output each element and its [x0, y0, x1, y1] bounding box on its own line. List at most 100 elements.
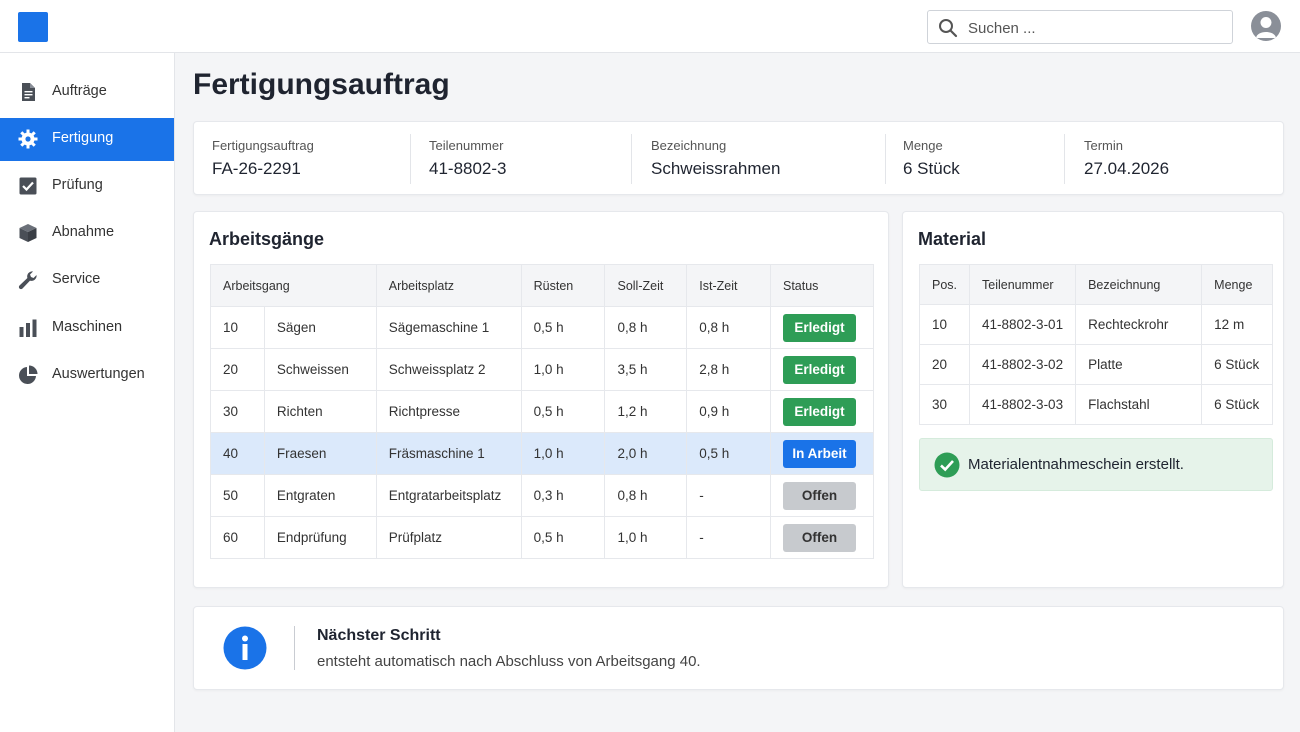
status-badge[interactable]: In Arbeit: [783, 439, 856, 468]
actual-time: -: [686, 516, 771, 559]
table-row[interactable]: 20 41-8802-3-02 Platte 6 Stück: [918, 344, 1273, 385]
column-header[interactable]: Pos.: [918, 264, 971, 305]
sidebar: Aufträge Fertigung Prüfung: [0, 53, 175, 732]
order-info-card: Fertigungsauftrag FA-26-2291 Teilenummer…: [193, 121, 1284, 195]
info-value: 41-8802-3: [429, 159, 507, 178]
op-number: 20: [210, 348, 265, 391]
column-header[interactable]: Bezeichnung: [1075, 264, 1203, 305]
status-badge[interactable]: Offen: [783, 523, 856, 552]
part-number: 41-8802-3-02: [969, 344, 1077, 385]
actual-time: 0,8 h: [686, 306, 771, 349]
column-header[interactable]: Menge: [1201, 264, 1273, 305]
sidebar-item-abnahme[interactable]: Abnahme: [0, 212, 174, 255]
sidebar-item-label: Abnahme: [52, 224, 115, 240]
op-number: 60: [210, 516, 265, 559]
position: 20: [918, 344, 971, 385]
part-number: 41-8802-3-01: [969, 304, 1077, 345]
column-header[interactable]: Teilenummer: [969, 264, 1077, 305]
info-icon: [223, 626, 267, 670]
column-header[interactable]: Status: [770, 264, 874, 307]
table-header-row: Arbeitsgang Arbeitsplatz Rüsten Soll-Zei…: [210, 264, 874, 307]
material-card: Material Pos. Teilenummer Bezeichnung Me…: [902, 211, 1284, 588]
table-row[interactable]: 60 Endprüfung Prüfplatz 0,5 h 1,0 h - Offen: [210, 516, 874, 559]
description: Platte: [1075, 344, 1203, 385]
divider: [631, 134, 632, 184]
status-badge[interactable]: Erledigt: [783, 355, 856, 384]
target-time: 3,5 h: [604, 348, 688, 391]
status-badge[interactable]: Offen: [783, 481, 856, 510]
info-label: Bezeichnung: [651, 138, 727, 153]
info-value: 27.04.2026: [1084, 159, 1170, 178]
operations-card: Arbeitsgänge Arbeitsgang Arbeitsplatz Rü…: [193, 211, 889, 588]
sidebar-item-label: Prüfung: [52, 177, 103, 193]
table-row[interactable]: 10 Sägen Sägemaschine 1 0,5 h 0,8 h 0,8 h Erle…: [210, 306, 874, 349]
info-value: 6 Stück: [903, 159, 960, 178]
info-label: Menge: [903, 138, 943, 153]
operations-table: Arbeitsgang Arbeitsplatz Rüsten Soll-Zei…: [210, 264, 874, 559]
status-cell: Offen: [770, 516, 874, 559]
table-row[interactable]: 10 41-8802-3-01 Rechteckrohr 12 m: [918, 304, 1273, 345]
info-value: FA-26-2291: [212, 159, 301, 178]
workplace: Prüfplatz: [375, 516, 522, 559]
op-number: 40: [210, 432, 265, 475]
op-number: 30: [210, 390, 265, 433]
table-row[interactable]: 40 Fraesen Fräsmaschine 1 1,0 h 2,0 h 0,5 h In…: [210, 432, 874, 475]
workplace: Richtpresse: [375, 390, 522, 433]
document-icon: [22, 83, 35, 101]
sidebar-item-label: Maschinen: [52, 319, 123, 335]
quantity: 6 Stück: [1201, 384, 1273, 425]
success-message: Materialentnahmeschein erstellt.: [968, 456, 1184, 473]
position: 30: [918, 384, 971, 425]
status-cell: Offen: [770, 474, 874, 517]
setup-time: 1,0 h: [520, 348, 606, 391]
search-box[interactable]: [927, 10, 1233, 44]
user-icon: [1256, 17, 1276, 38]
op-name: Fraesen: [263, 432, 377, 475]
op-number: 10: [210, 306, 265, 349]
success-alert: Materialentnahmeschein erstellt.: [919, 438, 1273, 491]
info-value: Schweissrahmen: [651, 159, 781, 178]
table-row[interactable]: 30 Richten Richtpresse 0,5 h 1,2 h 0,9 h Erled…: [210, 390, 874, 433]
column-header[interactable]: Arbeitsgang: [210, 264, 377, 307]
check-circle-icon: [934, 452, 960, 478]
table-row[interactable]: 50 Entgraten Entgratarbeitsplatz 0,3 h 0,8 h…: [210, 474, 874, 517]
sidebar-item-auftraege[interactable]: Aufträge: [0, 71, 174, 114]
status-cell: Erledigt: [770, 306, 874, 349]
sidebar-item-pruefung[interactable]: Prüfung: [0, 165, 174, 208]
next-step-card: Nächster Schritt entsteht automatisch na…: [193, 606, 1284, 690]
divider: [410, 134, 411, 184]
op-name: Richten: [263, 390, 377, 433]
next-step-title: Nächster Schritt: [317, 627, 441, 644]
next-step-text: entsteht automatisch nach Abschluss von …: [317, 653, 701, 670]
sidebar-item-maschinen[interactable]: Maschinen: [0, 307, 174, 350]
column-header[interactable]: Rüsten: [520, 264, 606, 307]
sidebar-item-fertigung[interactable]: Fertigung: [0, 118, 174, 161]
description: Rechteckrohr: [1075, 304, 1203, 345]
column-header[interactable]: Soll-Zeit: [604, 264, 688, 307]
setup-time: 1,0 h: [520, 432, 606, 475]
table-row[interactable]: 30 41-8802-3-03 Flachstahl 6 Stück: [918, 384, 1273, 425]
position: 10: [918, 304, 971, 345]
operations-title: Arbeitsgänge: [209, 229, 325, 249]
column-header[interactable]: Ist-Zeit: [686, 264, 771, 307]
pie-chart-icon: [19, 365, 38, 384]
sidebar-item-service[interactable]: Service: [0, 259, 174, 302]
status-badge[interactable]: Erledigt: [783, 313, 856, 342]
quantity: 12 m: [1201, 304, 1273, 345]
target-time: 0,8 h: [604, 474, 688, 517]
info-label: Fertigungsauftrag: [212, 138, 314, 153]
op-name: Entgraten: [263, 474, 377, 517]
column-header[interactable]: Arbeitsplatz: [375, 264, 522, 307]
status-cell: Erledigt: [770, 348, 874, 391]
table-row[interactable]: 20 Schweissen Schweissplatz 2 1,0 h 3,5 h 2,8…: [210, 348, 874, 391]
op-name: Sägen: [263, 306, 377, 349]
user-avatar[interactable]: [1251, 11, 1281, 41]
sidebar-item-auswertungen[interactable]: Auswertungen: [0, 354, 174, 397]
status-badge[interactable]: Erledigt: [783, 397, 856, 426]
search-input[interactable]: [968, 17, 1223, 39]
sidebar-item-label: Aufträge: [52, 83, 107, 99]
description: Flachstahl: [1075, 384, 1203, 425]
app-logo[interactable]: [18, 12, 48, 42]
setup-time: 0,3 h: [520, 474, 606, 517]
setup-time: 0,5 h: [520, 306, 606, 349]
